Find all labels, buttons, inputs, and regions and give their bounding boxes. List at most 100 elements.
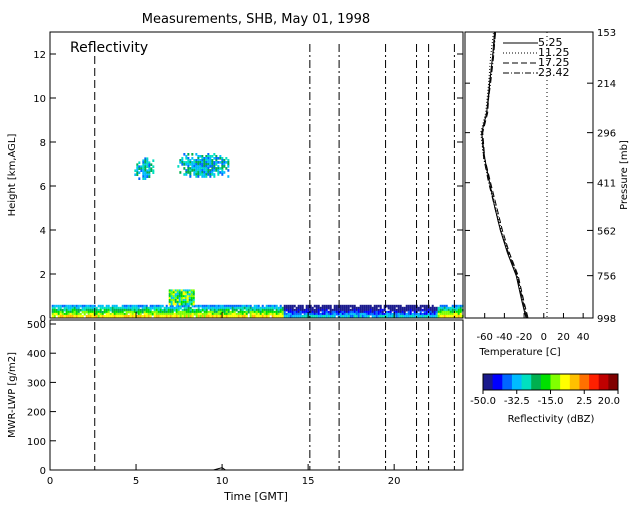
echo-pixel <box>133 314 136 318</box>
echo-pixel <box>319 312 322 316</box>
echo-pixel <box>407 304 410 308</box>
sounding-plot-frame <box>464 31 594 319</box>
echo-pixel <box>407 306 410 310</box>
echo-pixel <box>138 177 141 180</box>
echo-pixel <box>417 312 420 316</box>
echo-pixel <box>253 306 256 310</box>
echo-pixel <box>271 312 274 316</box>
echo-pixel <box>171 310 174 314</box>
echo-pixel <box>115 306 118 310</box>
echo-pixel <box>245 314 248 318</box>
echo-pixel <box>138 167 141 170</box>
echo-pixel <box>323 310 326 314</box>
echo-pixel <box>343 314 346 318</box>
echo-pixel <box>73 312 76 316</box>
echo-pixel <box>189 163 192 166</box>
echo-pixel <box>275 304 278 308</box>
echo-pixel <box>249 310 252 314</box>
echo-pixel <box>150 163 153 166</box>
echo-pixel <box>365 310 368 314</box>
echo-pixel <box>201 312 204 316</box>
echo-pixel <box>121 312 124 316</box>
echo-pixel <box>251 306 254 310</box>
echo-pixel <box>445 310 448 314</box>
echo-pixel <box>181 304 184 308</box>
echo-pixel <box>123 308 126 312</box>
echo-pixel <box>347 308 350 312</box>
echo-pixel <box>61 308 64 312</box>
echo-pixel <box>147 308 150 312</box>
echo-pixel <box>361 308 364 312</box>
echo-pixel <box>185 310 188 314</box>
echo-pixel <box>209 157 212 160</box>
echo-pixel <box>177 308 180 312</box>
echo-pixel <box>271 310 274 314</box>
echo-pixel <box>209 171 212 174</box>
lwp-y-tick-label: 100 <box>27 437 46 448</box>
echo-pixel <box>375 306 378 310</box>
echo-pixel <box>188 297 191 300</box>
echo-pixel <box>144 161 147 164</box>
echo-pixel <box>311 306 314 310</box>
echo-pixel <box>405 314 408 318</box>
echo-pixel <box>197 173 200 176</box>
echo-pixel <box>327 310 330 314</box>
echo-pixel <box>277 314 280 318</box>
colorbar-cell <box>569 374 580 390</box>
echo-pixel <box>133 304 136 308</box>
echo-pixel <box>199 167 202 170</box>
echo-pixel <box>201 314 204 318</box>
echo-pixel <box>291 306 294 310</box>
echo-pixel <box>401 310 404 314</box>
echo-pixel <box>167 310 170 314</box>
echo-pixel <box>337 308 340 312</box>
echo-pixel <box>391 304 394 308</box>
echo-pixel <box>172 291 175 294</box>
echo-pixel <box>115 310 118 314</box>
lwp-y-tick-label: 300 <box>27 378 46 389</box>
echo-pixel <box>195 310 198 314</box>
echo-pixel <box>136 167 139 170</box>
echo-pixel <box>179 312 182 316</box>
echo-pixel <box>67 310 70 314</box>
echo-pixel <box>209 173 212 176</box>
echo-pixel <box>349 312 352 316</box>
echo-pixel <box>443 306 446 310</box>
echo-pixel <box>69 310 72 314</box>
echo-pixel <box>423 304 426 308</box>
echo-pixel <box>67 314 70 318</box>
echo-pixel <box>219 308 222 312</box>
echo-pixel <box>173 314 176 318</box>
echo-pixel <box>311 312 314 316</box>
lwp-plot-frame <box>49 319 464 471</box>
echo-pixel <box>283 314 286 318</box>
echo-pixel <box>447 314 450 318</box>
echo-pixel <box>189 169 192 172</box>
echo-pixel <box>192 291 195 294</box>
echo-pixel <box>188 295 191 298</box>
pressure-tick-label: 296 <box>597 129 616 140</box>
echo-pixel <box>172 293 175 296</box>
echo-pixel <box>169 310 172 314</box>
echo-pixel <box>233 312 236 316</box>
echo-pixel <box>451 312 454 316</box>
echo-pixel <box>197 167 200 170</box>
echo-pixel <box>171 308 174 312</box>
echo-pixel <box>142 171 145 174</box>
echo-pixel <box>119 314 122 318</box>
echo-pixel <box>177 304 180 308</box>
echo-pixel <box>169 304 172 308</box>
echo-pixel <box>323 312 326 316</box>
echo-pixel <box>101 310 104 314</box>
echo-pixel <box>177 165 180 168</box>
echo-pixel <box>91 312 94 316</box>
echo-pixel <box>299 308 302 312</box>
echo-pixel <box>269 306 272 310</box>
echo-pixel <box>174 291 177 294</box>
echo-pixel <box>343 306 346 310</box>
echo-pixel <box>369 308 372 312</box>
echo-pixel <box>136 169 139 172</box>
echo-pixel <box>209 161 212 164</box>
echo-pixel <box>93 314 96 318</box>
echo-pixel <box>77 312 80 316</box>
